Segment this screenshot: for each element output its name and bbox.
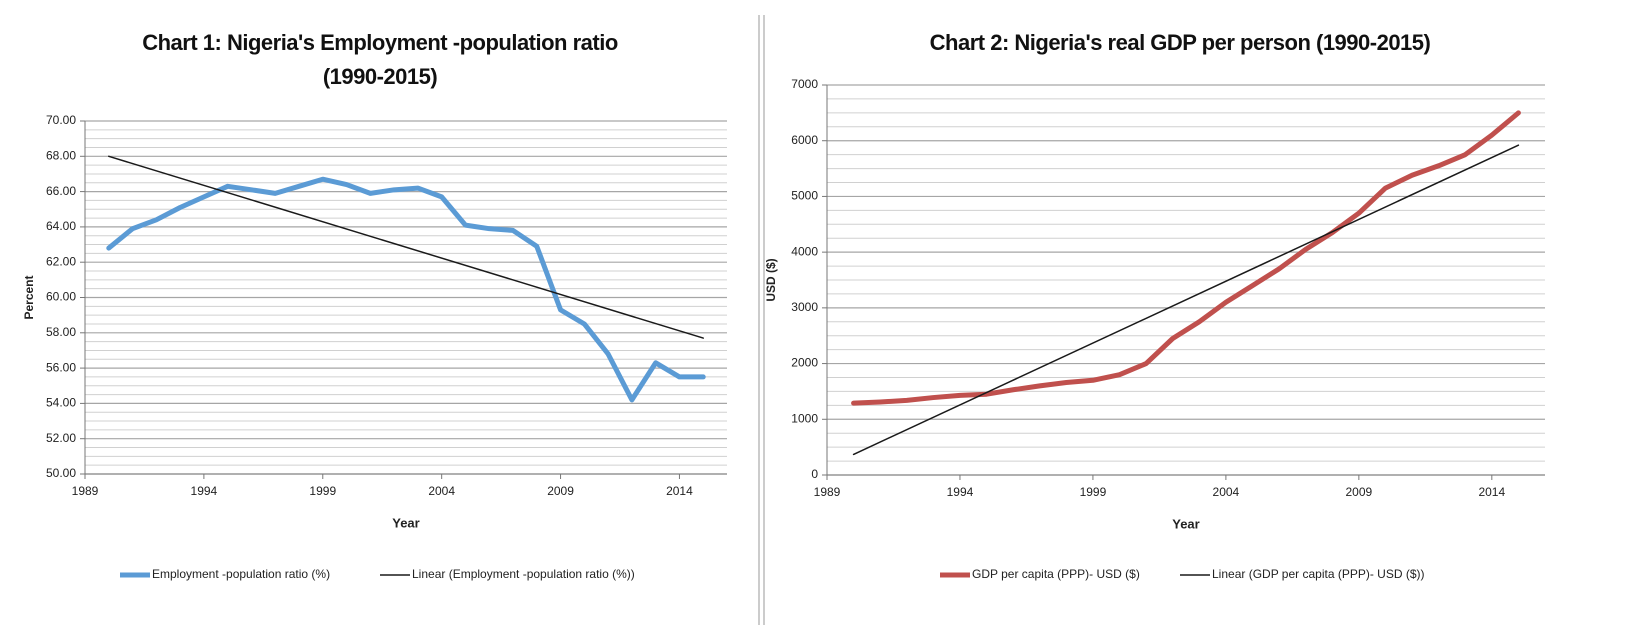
y-tick-label: 52.00 (46, 431, 76, 445)
y-axis-title: USD ($) (764, 258, 778, 301)
x-axis-title: Year (1172, 516, 1199, 531)
line-series (108, 155, 704, 339)
x-tick-label: 1994 (947, 485, 974, 499)
y-tick-label: 70.00 (46, 113, 76, 127)
y-tick-label: 1000 (791, 411, 818, 425)
x-tick-label: 2014 (666, 484, 693, 498)
x-tick-label: 2004 (1213, 485, 1240, 499)
y-tick-label: 54.00 (46, 396, 76, 410)
chart-title: Chart 2: Nigeria's real GDP per person (… (929, 30, 1431, 55)
y-tick-label: 68.00 (46, 148, 76, 162)
x-tick-label: 1999 (1080, 485, 1107, 499)
y-tick-label: 4000 (791, 244, 818, 258)
y-tick-label: 60.00 (46, 290, 76, 304)
y-tick-label: 6000 (791, 133, 818, 147)
y-tick-label: 3000 (791, 300, 818, 314)
x-axis-title: Year (392, 515, 419, 530)
x-tick-label: 2004 (428, 484, 455, 498)
line-series (851, 110, 1521, 406)
x-tick-label: 1989 (814, 485, 841, 499)
legend-label: Employment -population ratio (%) (152, 567, 330, 581)
y-tick-label: 64.00 (46, 219, 76, 233)
line-series (106, 176, 706, 403)
x-tick-label: 2009 (547, 484, 574, 498)
x-tick-label: 1994 (191, 484, 218, 498)
legend-label: Linear (Employment -population ratio (%)… (412, 567, 635, 581)
chart-title: Chart 1: Nigeria's Employment -populatio… (142, 30, 618, 89)
y-tick-label: 66.00 (46, 184, 76, 198)
x-tick-label: 2014 (1478, 485, 1505, 499)
x-tick-label: 2009 (1346, 485, 1373, 499)
legend-label: GDP per capita (PPP)- USD ($) (972, 567, 1140, 581)
line-series (852, 144, 1520, 456)
y-axis-title: Percent (22, 275, 36, 319)
x-tick-label: 1989 (72, 484, 99, 498)
x-tick-label: 1999 (309, 484, 336, 498)
y-tick-label: 2000 (791, 356, 818, 370)
y-tick-label: 50.00 (46, 466, 76, 480)
legend-label: Linear (GDP per capita (PPP)- USD ($)) (1212, 567, 1425, 581)
y-tick-label: 62.00 (46, 254, 76, 268)
y-tick-label: 56.00 (46, 360, 76, 374)
y-tick-label: 58.00 (46, 325, 76, 339)
y-tick-label: 0 (811, 467, 818, 481)
y-tick-label: 5000 (791, 189, 818, 203)
y-tick-label: 7000 (791, 77, 818, 91)
